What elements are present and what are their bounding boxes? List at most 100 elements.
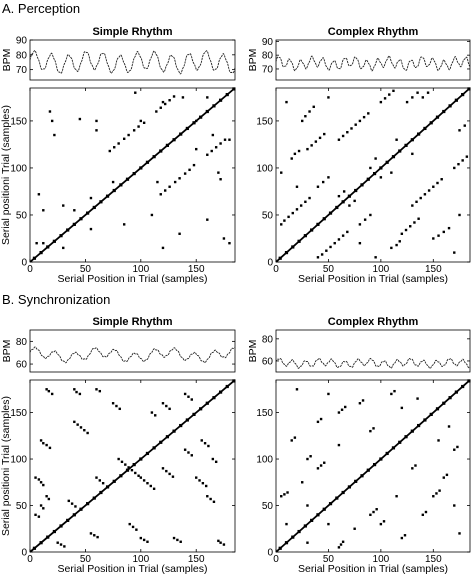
diagonal-point — [398, 149, 402, 153]
recurrence-point — [400, 232, 404, 235]
diagonal-point — [454, 390, 458, 394]
diagonal-point — [205, 109, 209, 114]
recurrence-point — [353, 199, 356, 203]
recurrence-point — [95, 476, 98, 479]
recurrence-point — [340, 408, 344, 411]
diagonal-point — [125, 468, 130, 472]
recurrence-point — [358, 241, 362, 245]
recurrence-point — [362, 115, 366, 119]
bpm-series-line — [275, 55, 471, 72]
recurrence-point — [122, 223, 126, 226]
x-axis-label: Serial Position in Trial (samples) — [58, 273, 208, 285]
recurrence-point — [400, 406, 404, 410]
recurrence-point — [309, 455, 312, 458]
diagonal-point — [39, 541, 43, 545]
diagonal-point — [185, 418, 189, 422]
recurrence-point — [176, 538, 179, 542]
y-tick-label: 100 — [256, 455, 273, 466]
recurrence-point — [131, 525, 135, 529]
recurrence-point — [172, 536, 176, 540]
recurrence-point — [358, 119, 362, 123]
recurrence-point — [228, 241, 231, 245]
recurrence-point — [379, 100, 383, 104]
recurrence-point — [463, 124, 466, 127]
diagonal-point — [454, 98, 458, 102]
recurrence-point — [178, 232, 181, 235]
x-axis-label: Serial Position in Trial (samples) — [58, 563, 208, 575]
recurrence-point — [42, 209, 45, 212]
recurrence-point — [96, 535, 99, 539]
diagonal-point — [205, 401, 209, 405]
recurrence-point — [117, 142, 120, 145]
recurrence-point — [321, 180, 325, 184]
diagonal-point — [165, 435, 170, 439]
recurrence-point — [39, 504, 43, 507]
recurrence-point — [56, 541, 59, 544]
y-tick-label: 150 — [256, 116, 273, 127]
recurrence-point — [290, 439, 293, 442]
diagonal-point — [328, 211, 333, 215]
x-tick-label: 100 — [132, 554, 149, 565]
recurrence-point — [316, 467, 320, 470]
recurrence-point — [308, 196, 311, 200]
recurrence-point — [353, 527, 356, 530]
diagonal-point — [461, 92, 465, 97]
recurrence-point — [95, 119, 98, 123]
recurrence-point — [354, 123, 357, 126]
recurrence-point — [280, 223, 283, 226]
recurrence-point — [39, 481, 43, 484]
x-tick-label: 50 — [80, 554, 92, 565]
recurrence-point — [308, 110, 311, 113]
recurrence-point — [142, 121, 146, 124]
recurrence-point — [341, 234, 345, 237]
plot-frame — [275, 329, 471, 373]
recurrence-point — [337, 546, 341, 549]
diagonal-point — [145, 451, 150, 456]
recurrence-point — [297, 149, 301, 153]
recurrence-point — [195, 147, 198, 151]
diagonal-point — [99, 490, 103, 495]
plot-frame — [29, 379, 236, 553]
recurrence-point — [128, 522, 131, 526]
plot-frame — [29, 329, 236, 373]
recurrence-point — [295, 185, 299, 188]
panel-title: Complex Rhythm — [328, 26, 419, 38]
recurrence-point — [319, 417, 323, 421]
diagonal-point — [322, 507, 326, 511]
recurrence-point — [168, 99, 171, 102]
recurrence-point — [465, 155, 469, 158]
recurrence-point — [98, 479, 102, 482]
recurrence-point — [416, 397, 419, 400]
diagonal-point — [372, 171, 377, 176]
y-tick-label: 150 — [10, 408, 27, 419]
diagonal-point — [99, 200, 103, 204]
recurrence-point — [179, 540, 182, 543]
recurrence-point — [37, 515, 41, 518]
recurrence-point — [62, 246, 65, 250]
x-tick-label: 0 — [27, 554, 33, 565]
y-axis-label: BPM — [247, 49, 259, 72]
diagonal-point — [467, 379, 471, 383]
recurrence-point — [367, 112, 370, 115]
recurrence-point — [45, 443, 48, 447]
diagonal-point — [385, 451, 389, 456]
y-tick-label: 50 — [16, 210, 28, 221]
recurrence-point — [383, 97, 387, 100]
recurrence-point — [168, 472, 171, 476]
diagonal-point — [185, 126, 189, 131]
diagonal-point — [278, 546, 282, 550]
recurrence-point — [152, 487, 156, 490]
diagonal-point — [119, 474, 123, 478]
recurrence-point — [375, 508, 378, 511]
recurrence-point — [172, 95, 176, 98]
y-tick-label: 50 — [16, 501, 28, 512]
diagonal-point — [218, 390, 223, 394]
recurrence-point — [50, 392, 54, 396]
recurrence-point — [453, 251, 456, 254]
recurrence-point — [400, 536, 404, 540]
recurrence-point — [304, 115, 307, 118]
